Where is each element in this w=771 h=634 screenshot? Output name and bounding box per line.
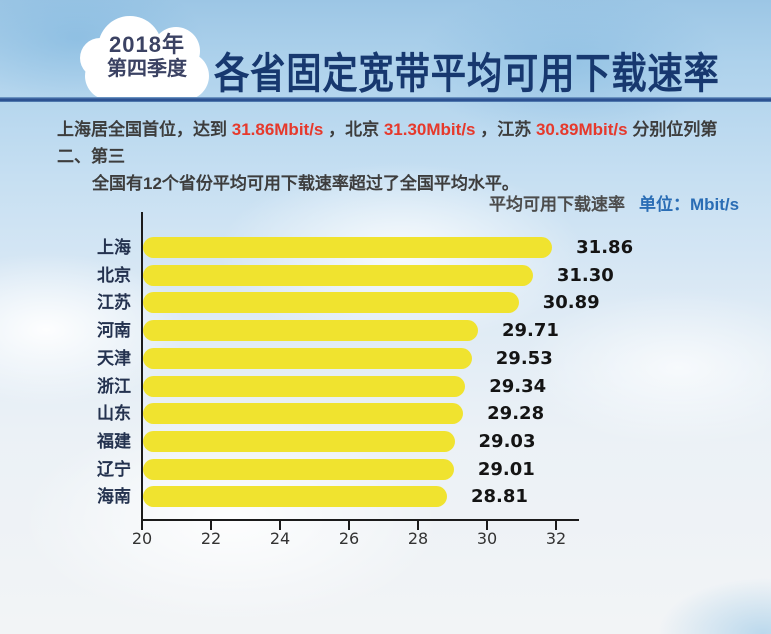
intro-text: 全国有12个省份平均可用下载速率超过了全国平均水平。 (92, 174, 519, 193)
bar-row: 北京 31.30 (97, 264, 614, 286)
bar-fill (143, 403, 464, 425)
x-axis-tick-mark (486, 521, 488, 530)
bar-category-label: 天津 (97, 348, 131, 368)
x-axis-tick-label: 28 (407, 529, 429, 548)
x-axis-tick-mark (210, 521, 212, 530)
badge-year: 2018年 (109, 32, 185, 57)
x-axis-tick-mark (348, 521, 350, 530)
bar-fill (143, 375, 466, 397)
intro-value-highlight: 31.30Mbit/s (383, 120, 476, 139)
bar-category-label: 辽宁 (97, 459, 131, 479)
bar-fill (143, 347, 472, 369)
bar-value-label: 29.01 (477, 458, 535, 480)
page-title: 各省固定宽带平均可用下载速率 (214, 50, 720, 97)
bar-category-label: 福建 (97, 431, 131, 451)
badge-quarter: 第四季度 (107, 57, 187, 80)
bar-fill (143, 264, 533, 286)
bar-category-label: 北京 (97, 265, 131, 285)
x-axis-line (141, 519, 579, 521)
x-axis-tick-mark (279, 521, 281, 530)
chart-legend: 平均可用下载速率 单位：Mbit/s (489, 190, 739, 215)
legend-label: 平均可用下载速率 (489, 195, 625, 214)
x-axis-tick-label: 22 (200, 529, 222, 548)
intro-paragraph: 上海居全国首位，达到 31.86Mbit/s ，北京 31.30Mbit/s ，… (57, 116, 737, 197)
bar-row: 河南 29.71 (97, 320, 559, 342)
intro-line: 上海居全国首位，达到 31.86Mbit/s ，北京 31.30Mbit/s ，… (57, 116, 737, 170)
bar-value-label: 29.28 (487, 403, 545, 425)
bar-value-label: 31.86 (576, 237, 634, 258)
bar-row: 江苏 30.89 (97, 292, 600, 314)
x-axis-tick-label: 20 (131, 529, 153, 548)
bar-row: 山东 29.28 (97, 403, 557, 425)
x-axis-tick-label: 32 (545, 529, 567, 548)
bar-value-label: 29.03 (478, 430, 536, 452)
bar-row: 辽宁 29.01 (97, 458, 557, 480)
x-axis-tick-mark (417, 521, 419, 530)
x-axis-tick-label: 30 (476, 529, 498, 548)
x-axis-tick-label: 26 (338, 529, 360, 548)
bar-chart-plot: 上海 31.86 北京 31.30 江苏 30.89 河南 29.71 天津 29.53 浙江 29.… (97, 212, 633, 519)
cloud-shape (85, 52, 209, 100)
header-divider (0, 97, 771, 102)
bar-row: 天津 29.53 (97, 347, 557, 369)
bar-fill (143, 292, 519, 314)
bar-value-label: 29.53 (495, 347, 553, 369)
bar-category-label: 上海 (97, 238, 131, 257)
intro-text: 上海居全国首位，达到 (57, 120, 232, 139)
bar-value-label: 29.34 (489, 375, 547, 397)
bar-category-label: 浙江 (97, 376, 131, 396)
bar-category-label: 河南 (97, 321, 131, 341)
bar-row: 浙江 29.34 (97, 375, 557, 397)
x-axis-tick-label: 24 (269, 529, 291, 548)
intro-line: 全国有12个省份平均可用下载速率超过了全国平均水平。 (57, 170, 737, 197)
intro-text: 分别位列第二、第三 (57, 120, 718, 166)
bar-fill (143, 320, 478, 342)
bar-row: 福建 29.03 (97, 430, 557, 452)
bar-row: 上海 31.86 (97, 237, 633, 258)
intro-text: ，江苏 (475, 120, 536, 139)
bar-category-label: 山东 (97, 404, 131, 424)
bar-value-label: 30.89 (542, 292, 600, 314)
intro-text: ，北京 (323, 120, 384, 139)
bar-fill (143, 237, 553, 258)
intro-value-highlight: 31.86Mbit/s (231, 120, 324, 139)
x-axis-tick-mark (141, 521, 143, 530)
bar-fill (143, 430, 455, 452)
bar-value-label: 28.81 (470, 486, 528, 508)
bar-fill (143, 486, 447, 508)
intro-value-highlight: 30.89Mbit/s (535, 120, 628, 139)
x-axis-tick-mark (555, 521, 557, 530)
bar-category-label: 海南 (97, 487, 131, 507)
y-axis-line (141, 212, 143, 521)
bar-fill (143, 458, 454, 480)
bar-value-label: 31.30 (556, 264, 614, 286)
legend-unit: 单位：Mbit/s (639, 195, 740, 214)
bar-value-label: 29.71 (501, 320, 559, 342)
period-badge: 2018年 第四季度 (84, 32, 210, 82)
bar-row: 海南 28.81 (97, 486, 557, 508)
bar-category-label: 江苏 (97, 293, 131, 313)
